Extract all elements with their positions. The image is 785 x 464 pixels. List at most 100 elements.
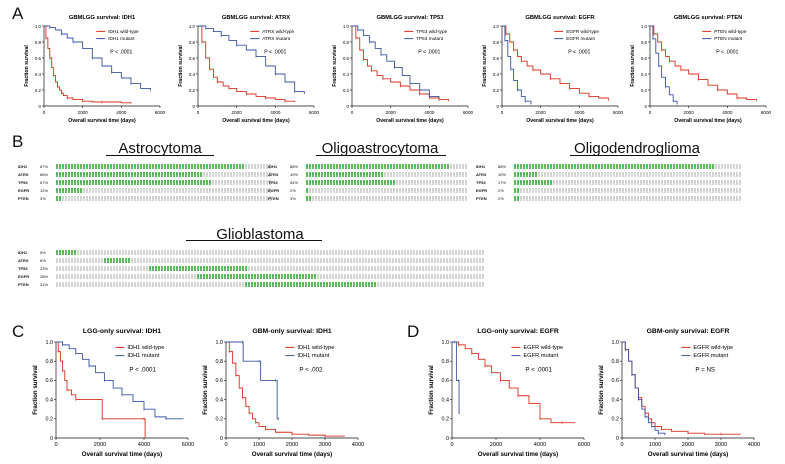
sample-cell [637,196,639,201]
mutated-sample-cell [137,172,139,177]
sample-cell [224,172,226,177]
x-tick-label: 0 [620,442,623,448]
sample-cell [443,266,445,271]
sample-cells [56,258,485,263]
sample-cell [254,266,256,271]
sample-cell [441,172,443,177]
mutated-sample-cell [227,274,229,279]
mutated-sample-cell [514,164,516,169]
sample-cell [589,172,591,177]
mutated-sample-cell [59,180,61,185]
sample-cell [419,282,421,287]
sample-cell [107,196,109,201]
sample-cell [161,196,163,201]
sample-cell [377,250,379,255]
sample-cell [251,188,253,193]
sample-cell [429,188,431,193]
sample-cell [293,266,295,271]
sample-cell [550,196,552,201]
mutated-sample-cell [197,266,199,271]
sample-cell [676,172,678,177]
sample-cell [739,172,741,177]
sample-cell [404,250,406,255]
sample-cell [326,274,328,279]
sample-cell [452,250,454,255]
sample-cell [387,188,389,193]
sample-cell [293,250,295,255]
sample-cell [251,258,253,263]
sample-cell [107,250,109,255]
sample-cell [441,196,443,201]
sample-cell [601,180,603,185]
gene-label: EGFR [268,188,280,193]
sample-cell [479,258,481,263]
mutated-sample-cell [429,164,431,169]
mutated-sample-cell [387,164,389,169]
y-tick-label: 1.0 [216,340,224,346]
sample-cell [293,258,295,263]
sample-cell [77,196,79,201]
mutated-sample-cell [269,274,271,279]
sample-cell [583,180,585,185]
sample-cell [688,196,690,201]
mutated-sample-cell [230,266,232,271]
sample-cell [218,188,220,193]
sample-cell [89,250,91,255]
sample-cell [140,196,142,201]
y-tick-label: 0.8 [442,359,450,365]
sample-cell [440,250,442,255]
sample-cell [464,250,466,255]
sample-cell [182,282,184,287]
mutation-percent: 12% [40,188,49,193]
sample-cell [333,188,335,193]
sample-cell [266,172,268,177]
sample-cell [715,180,717,185]
sample-cell [227,250,229,255]
sample-cell [447,196,449,201]
sample-cell [365,258,367,263]
sample-cell [407,258,409,263]
sample-cell [248,250,250,255]
mutated-sample-cell [197,180,199,185]
mutated-sample-cell [315,180,317,185]
sample-cell [125,196,127,201]
sample-cell [77,266,79,271]
mutated-sample-cell [532,180,534,185]
mutated-sample-cell [347,282,349,287]
mutated-sample-cell [245,274,247,279]
oncoprint-row: TP53 23% [18,266,486,271]
mutated-sample-cell [312,180,314,185]
sample-cell [206,258,208,263]
sample-cell [98,188,100,193]
sample-cell [670,180,672,185]
sample-cell [416,266,418,271]
sample-cell [465,180,467,185]
sample-cell [386,266,388,271]
gene-label: ATRX [476,172,487,177]
mutated-sample-cell [532,164,534,169]
sample-cell [462,172,464,177]
sample-cell [449,266,451,271]
sample-cell [119,188,121,193]
mutated-sample-cell [435,164,437,169]
sample-cell [547,188,549,193]
mutated-sample-cell [366,164,368,169]
x-axis-label: Overall survival time (days) [648,451,728,458]
sample-cell [431,266,433,271]
sample-cell [589,196,591,201]
sample-cell [730,188,732,193]
sample-cell [733,196,735,201]
mutated-sample-cell [326,282,328,287]
mutated-sample-cell [378,164,380,169]
sample-cell [56,258,58,263]
mutated-sample-cell [293,282,295,287]
sample-cell [453,164,455,169]
mutation-percent: 88% [290,164,299,169]
mutated-sample-cell [65,250,67,255]
sample-cell [685,180,687,185]
sample-cell [661,180,663,185]
km-curve-wildtype [650,25,757,101]
sample-cell [77,274,79,279]
sample-cell [482,250,484,255]
mutated-sample-cell [679,164,681,169]
